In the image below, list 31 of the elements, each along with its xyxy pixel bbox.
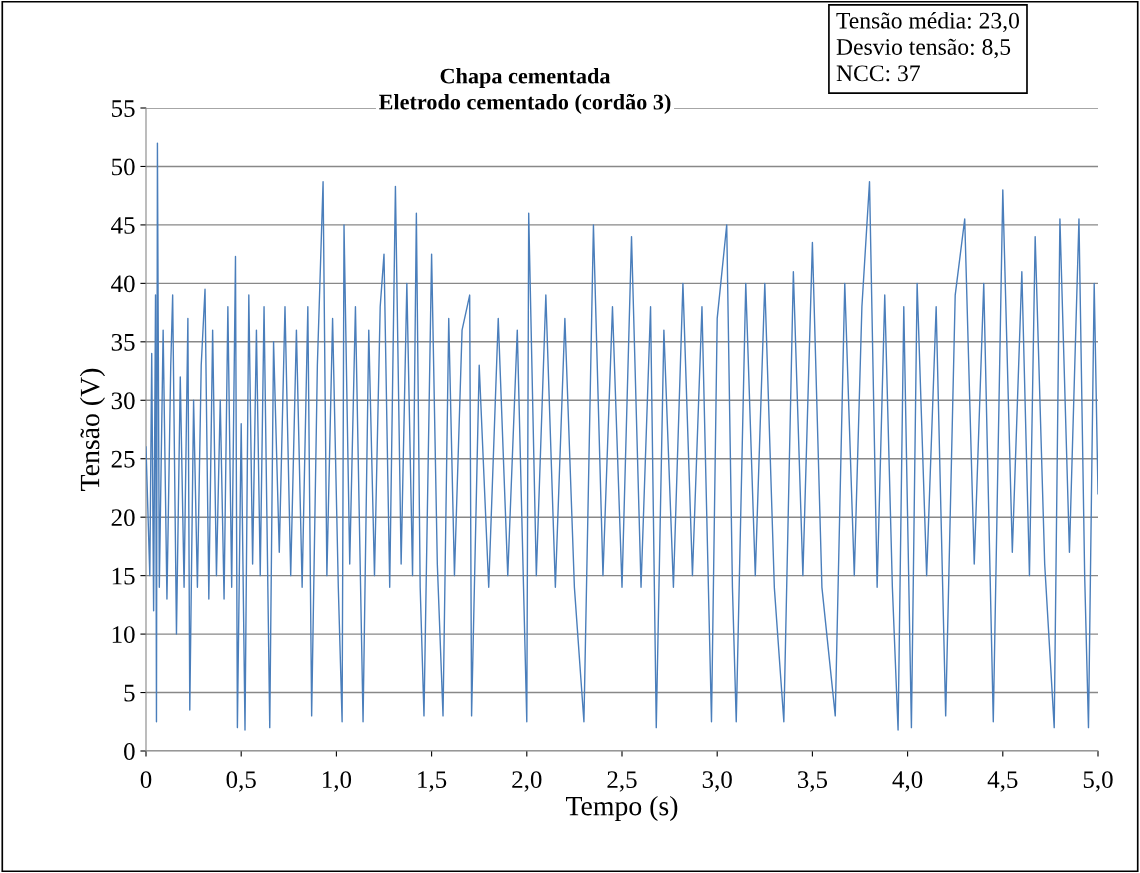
chart-subtitle: Eletrodo cementado (cordão 3) [379, 93, 671, 115]
line-series [146, 142, 1098, 731]
y-axis-title: Tensão (V) [79, 368, 106, 491]
y-tick-label: 15 [112, 567, 135, 585]
x-tick-label: 1,0 [322, 771, 352, 792]
x-tick-label: 1,5 [418, 771, 447, 792]
x-tick-label: 5,0 [1083, 771, 1113, 792]
y-tick-label: 25 [111, 450, 135, 468]
y-tick-label: 30 [111, 392, 135, 410]
y-tick-label: 10 [112, 626, 135, 644]
y-tick-label: 55 [112, 100, 135, 117]
y-tick-label: 0 [124, 743, 135, 760]
x-tick-label: 0,5 [226, 771, 256, 792]
x-tick-label: 4,5 [987, 771, 1018, 792]
y-tick-label: 5 [124, 684, 135, 702]
x-tick-label: 2,5 [607, 771, 637, 792]
x-tick-label: 3,0 [702, 771, 732, 792]
y-tick-label: 50 [112, 158, 135, 176]
x-tick-label: 2,0 [512, 771, 542, 792]
y-tick-label: 45 [111, 217, 135, 234]
y-tick-label: 20 [111, 509, 135, 527]
x-axis-title: Tempo (s) [566, 795, 678, 822]
x-tick-label: 0 [140, 771, 152, 789]
chart-title: Chapa cementada [440, 67, 611, 89]
y-tick-label: 40 [111, 275, 135, 293]
text: NCC: 37 [836, 65, 920, 82]
x-tick-label: 4,0 [892, 771, 923, 792]
text: Tensão média: 23,0 [836, 11, 1019, 33]
x-tick-label: 3,5 [797, 771, 828, 792]
text: Desvio tensão: 8,5 [836, 38, 1011, 59]
y-tick-label: 35 [111, 333, 135, 351]
